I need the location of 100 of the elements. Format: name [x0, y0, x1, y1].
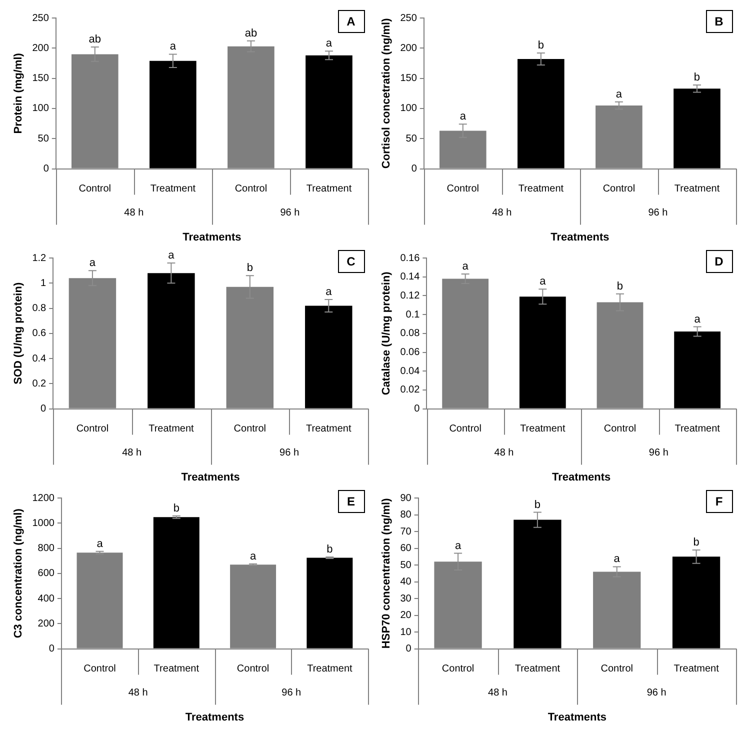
annotation: a — [454, 540, 462, 552]
y-tick-label: 90 — [400, 492, 412, 504]
y-tick-label: 0.6 — [32, 328, 47, 340]
annotation: b — [326, 543, 333, 556]
annotation: b — [694, 71, 700, 84]
y-tick-label: 1 — [40, 278, 47, 289]
x-tick-label: Treatment — [514, 664, 560, 675]
y-tick-label: 40 — [400, 576, 412, 588]
x-axis-title: Treatments — [185, 711, 244, 724]
annotation: b — [246, 262, 253, 274]
text: 96 h — [648, 448, 668, 459]
y-tick-label: 50 — [400, 560, 412, 571]
y-tick-label: 0 — [406, 644, 412, 655]
x-axis-title: Treatments — [182, 231, 242, 244]
y-tick-label: 0 — [414, 404, 420, 415]
chart-title: F — [715, 494, 723, 508]
text: 96 h — [280, 448, 300, 459]
y-tick-label: 0 — [48, 644, 55, 655]
annotation: ab — [244, 27, 258, 40]
bar — [306, 558, 353, 648]
bar — [519, 296, 566, 408]
x-axis-title: Treatments — [552, 471, 611, 484]
x-tick-label: Control — [234, 184, 268, 195]
x-tick-label: Control — [84, 664, 116, 675]
annotation: a — [326, 38, 333, 50]
y-axis-title: C3 concentration (ng/ml) — [12, 508, 25, 638]
text: 96 h — [646, 688, 666, 699]
annotation: b — [538, 40, 544, 52]
y-axis-title: Catalase (U/mg protein) — [380, 271, 393, 396]
annotation: b — [173, 502, 180, 514]
bar — [305, 306, 352, 408]
annotation: b — [616, 280, 624, 292]
annotation: ab — [88, 33, 102, 46]
y-tick-label: 250 — [32, 12, 50, 24]
x-tick-label: Treatment — [150, 184, 196, 195]
x-axis-title: Treatments — [550, 231, 610, 244]
y-tick-label: 800 — [38, 543, 55, 554]
y-tick-label: 0.14 — [400, 272, 420, 283]
x-tick-label: Control — [76, 424, 109, 435]
x-tick-label: Control — [446, 184, 480, 195]
x-tick-label: Control — [236, 664, 270, 675]
y-tick-label: 0.12 — [400, 290, 420, 302]
bar — [153, 517, 200, 648]
y-tick-label: 150 — [32, 73, 50, 84]
text: 48 h — [492, 208, 512, 219]
bar — [672, 556, 720, 648]
bar — [518, 59, 564, 168]
x-tick-label: Control — [78, 184, 112, 195]
x-tick-label: Treatment — [306, 424, 352, 435]
y-tick-label: 0.4 — [32, 353, 47, 364]
x-tick-label: Treatment — [674, 184, 720, 195]
annotation: b — [534, 498, 541, 511]
y-axis-title: SOD (U/mg protein) — [12, 282, 25, 384]
y-tick-label: 0.08 — [400, 328, 420, 340]
y-tick-label: 0.8 — [32, 303, 47, 314]
y-tick-label: 1.2 — [32, 252, 47, 264]
x-tick-label: Treatment — [518, 184, 564, 195]
annotation: a — [540, 276, 547, 288]
y-tick-label: 0.04 — [400, 366, 420, 377]
x-tick-label: Control — [602, 184, 636, 195]
annotation: a — [326, 286, 333, 298]
annotation: a — [168, 250, 176, 262]
y-tick-label: 0.1 — [406, 309, 420, 320]
y-axis-title: HSP70 concentration (ng/ml) — [380, 498, 393, 649]
x-tick-label: Treatment — [674, 424, 720, 435]
bar — [148, 273, 195, 408]
chart-title: A — [346, 14, 356, 28]
annotation: a — [89, 257, 96, 270]
bar — [150, 60, 196, 168]
y-tick-label: 50 — [38, 133, 50, 144]
bar — [674, 88, 720, 168]
annotation: a — [96, 538, 104, 550]
y-tick-label: 0 — [411, 164, 418, 175]
y-tick-label: 0 — [43, 164, 50, 175]
bar — [514, 520, 562, 648]
y-tick-label: 400 — [38, 593, 55, 604]
annotation: a — [462, 260, 470, 273]
y-tick-label: 250 — [400, 12, 418, 24]
annotation: b — [693, 536, 700, 548]
y-tick-label: 0.16 — [400, 252, 420, 264]
annotation: a — [694, 313, 702, 326]
y-tick-label: 0.2 — [32, 378, 47, 390]
text: 48 h — [124, 208, 144, 219]
y-tick-label: 50 — [406, 133, 418, 144]
y-tick-label: 70 — [400, 526, 412, 538]
y-tick-label: 200 — [400, 42, 418, 54]
chart-title: B — [714, 14, 724, 28]
y-tick-label: 0.06 — [400, 347, 420, 358]
text: 48 h — [128, 688, 148, 699]
y-axis-title: Protein (mg/ml) — [12, 52, 25, 134]
chart-title: C — [346, 254, 356, 268]
text: 96 h — [280, 208, 300, 219]
y-tick-label: 60 — [400, 543, 412, 554]
chart-title: D — [714, 254, 724, 268]
text: 48 h — [494, 448, 514, 459]
annotation: a — [170, 40, 177, 53]
x-tick-label: Treatment — [148, 424, 194, 435]
y-tick-label: 200 — [38, 618, 55, 630]
y-tick-label: 1200 — [32, 492, 55, 504]
x-tick-label: Treatment — [307, 664, 352, 675]
